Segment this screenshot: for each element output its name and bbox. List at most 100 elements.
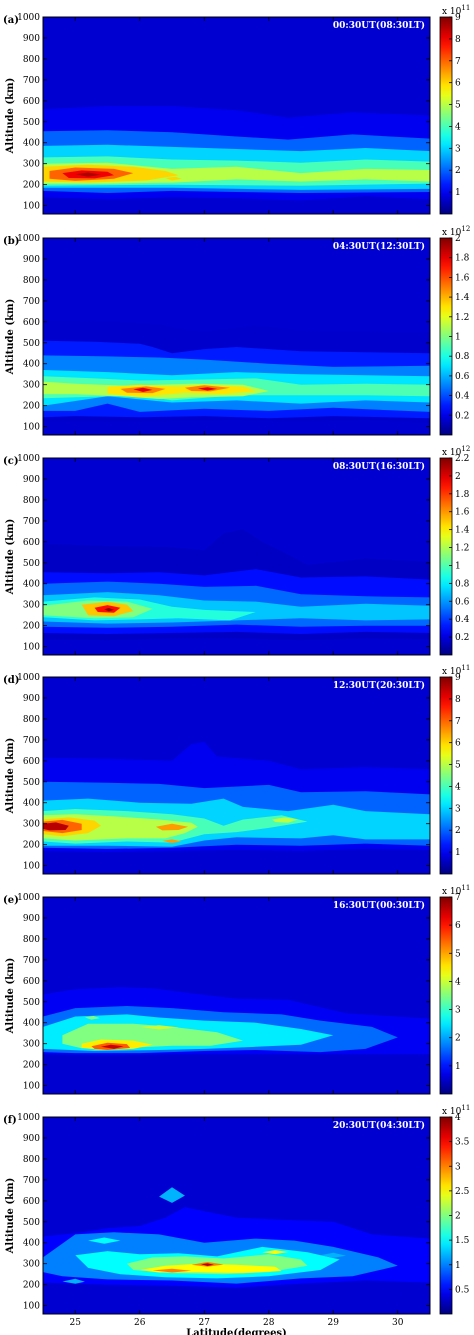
contour-region	[43, 822, 69, 831]
y-tick-label: 400	[23, 139, 40, 149]
colorbar: 1 2 3 4 5 6 7 8 9x 1011	[439, 4, 470, 215]
contour-region	[165, 176, 182, 181]
colorbar-tick-label: 1	[455, 1062, 461, 1072]
colorbar-tick-label: 8	[455, 35, 461, 45]
axes-frame	[42, 1116, 431, 1315]
colorbar-tick-label: 0.4	[455, 615, 470, 625]
colorbar: 0.2 0.4 0.6 0.8 1 1.2 1.4 1.6 1.8 2 2.2x 1012	[439, 445, 470, 656]
y-tick-label: 900	[23, 1134, 40, 1144]
colorbar-tick-label: 8	[455, 695, 461, 705]
y-tick-label: 200	[23, 841, 40, 851]
colorbar-gradient	[439, 457, 453, 656]
y-tick-label: 900	[23, 34, 40, 44]
contour-region	[139, 1025, 179, 1030]
colorbar-tick-label: 1	[455, 848, 461, 858]
colorbar-tick-label: 6	[455, 921, 461, 931]
colorbar-tick-label: 1.8	[455, 490, 470, 500]
colorbar-tick-label: 4	[455, 122, 461, 132]
y-tick-label: 300	[23, 381, 40, 391]
y-tick-label: 400	[23, 360, 40, 370]
colorbar-tick-label: 9	[455, 13, 461, 23]
y-tick-label: 300	[23, 160, 40, 170]
y-axis-label: Altitude (km)	[5, 78, 16, 155]
y-tick-label: 1000	[17, 13, 40, 23]
colorbar-tick-label: 1	[455, 561, 461, 571]
colorbar-tick-label: 1.6	[455, 508, 470, 518]
y-axis-label: Altitude (km)	[5, 738, 16, 815]
colorbar-tick-label: 1	[455, 333, 461, 343]
colorbar-tick-label: 1.8	[455, 254, 470, 264]
x-tick-label: 28	[263, 1318, 275, 1328]
panel-title: 00:30UT(08:30LT)	[333, 20, 425, 31]
colorbar-exponent: x 1012	[442, 445, 470, 458]
y-tick-label: 100	[23, 1082, 40, 1092]
y-tick-label: 200	[23, 1061, 40, 1071]
colorbar-exponent-base: x 10	[442, 887, 462, 897]
panel-label: (e)	[3, 895, 19, 906]
y-tick-label: 600	[23, 1197, 40, 1207]
panel-title: 20:30UT(04:30LT)	[333, 1120, 425, 1131]
colorbar-exponent-power: 11	[461, 1104, 470, 1112]
panel-label: (a)	[3, 15, 19, 26]
colorbar-tick-label: 9	[455, 673, 461, 683]
x-tick-label: 27	[199, 1318, 211, 1328]
axes-frame	[42, 16, 431, 215]
y-tick-label: 400	[23, 799, 40, 809]
colorbar-tick-label: 3	[455, 1006, 461, 1016]
colorbar: 0.5 1 1.5 2 2.5 3 3.5 4x 1011	[439, 1104, 470, 1315]
y-tick-label: 400	[23, 1239, 40, 1249]
contour-layers	[43, 742, 430, 852]
colorbar-tick-label: 2	[455, 234, 461, 244]
x-tick-label: 25	[70, 1318, 82, 1328]
panel-b: 100 200 300 400 500 600 700 800 900 1000(b) Altitu…	[3, 225, 470, 436]
contour-region	[88, 1237, 121, 1244]
colorbar-tick-label: 0.8	[455, 579, 470, 589]
colorbar-exponent-power: 11	[461, 664, 470, 672]
y-tick-label: 100	[23, 643, 40, 653]
contour-region	[152, 1268, 192, 1273]
colorbar-tick-label: 1	[455, 188, 461, 198]
y-tick-label: 900	[23, 255, 40, 265]
y-tick-label: 600	[23, 97, 40, 107]
colorbar-gradient	[439, 16, 453, 215]
colorbar-gradient	[439, 676, 453, 875]
y-tick-label: 600	[23, 318, 40, 328]
panel-label: (b)	[3, 236, 19, 247]
colorbar-tick-label: 6	[455, 739, 461, 749]
colorbar-exponent: x 1011	[442, 664, 470, 677]
y-tick-label: 200	[23, 622, 40, 632]
contour-layers	[43, 106, 430, 201]
colorbar-tick-label: 7	[455, 893, 461, 903]
colorbar-tick-label: 1.2	[455, 544, 469, 554]
panel-d: 100 200 300 400 500 600 700 800 900 1000(d) Altitu…	[3, 664, 470, 875]
y-tick-label: 600	[23, 757, 40, 767]
y-tick-label: 500	[23, 339, 40, 349]
panel-title: 12:30UT(20:30LT)	[333, 680, 425, 691]
y-tick-label: 700	[23, 1176, 40, 1186]
y-tick-label: 600	[23, 538, 40, 548]
y-tick-label: 700	[23, 956, 40, 966]
y-tick-label: 500	[23, 559, 40, 569]
colorbar-tick-label: 4	[455, 977, 461, 987]
y-tick-label: 800	[23, 1155, 40, 1165]
y-tick-label: 1000	[17, 1113, 40, 1123]
colorbar-tick-label: 1.6	[455, 273, 470, 283]
y-tick-label: 800	[23, 715, 40, 725]
contour-region	[155, 823, 189, 831]
colorbar-tick-label: 1	[455, 1261, 461, 1271]
y-tick-label: 100	[23, 202, 40, 212]
x-tick-label: 29	[328, 1318, 340, 1328]
y-tick-label: 400	[23, 580, 40, 590]
panel-c: 100 200 300 400 500 600 700 800 900 1000(c) Altitu…	[3, 445, 470, 656]
colorbar-exponent-power: 11	[461, 4, 470, 12]
colorbar-exponent: x 1011	[442, 1104, 470, 1117]
contour-layers	[43, 319, 430, 424]
colorbar-tick-label: 3	[455, 1162, 461, 1172]
colorbar-tick-label: 2	[455, 826, 461, 836]
y-tick-label: 500	[23, 118, 40, 128]
colorbar-tick-label: 2	[455, 166, 461, 176]
y-tick-label: 800	[23, 496, 40, 506]
panel-e: 100 200 300 400 500 600 700 800 900 1000(e) Altitu…	[3, 884, 470, 1095]
y-tick-label: 500	[23, 778, 40, 788]
colorbar-tick-label: 3	[455, 144, 461, 154]
